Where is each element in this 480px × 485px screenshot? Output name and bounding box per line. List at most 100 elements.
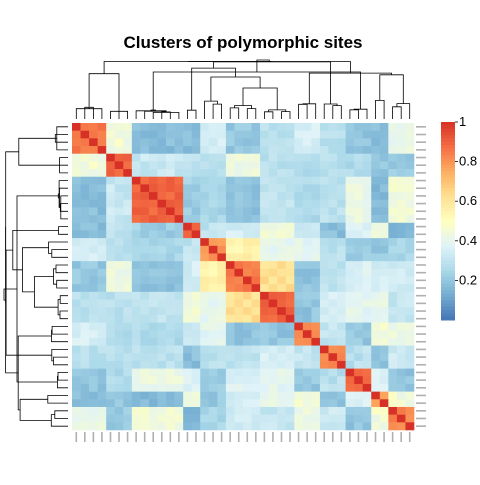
heatmap-cell	[337, 177, 346, 185]
heatmap-cell	[252, 146, 261, 154]
heatmap-cell	[320, 399, 329, 407]
heatmap-cell	[192, 284, 201, 292]
dendrogram-branch	[59, 227, 69, 235]
heatmap-cell	[192, 192, 201, 200]
heatmap-cell	[209, 284, 218, 292]
heatmap-cell	[329, 369, 338, 377]
heatmap-cell	[115, 392, 124, 400]
heatmap-cell	[277, 315, 286, 323]
heatmap-cell	[149, 407, 158, 415]
heatmap-cell	[72, 238, 81, 246]
heatmap-cell	[260, 246, 269, 254]
heatmap-cell	[346, 253, 355, 261]
heatmap-cell	[234, 384, 243, 392]
heatmap-cell	[354, 361, 363, 369]
heatmap-cell	[123, 123, 132, 131]
heatmap-cell	[405, 315, 414, 323]
heatmap-cell	[183, 154, 192, 162]
heatmap-cell	[286, 261, 295, 269]
heatmap-cell	[363, 330, 372, 338]
heatmap-cell	[294, 422, 303, 430]
heatmap-cell	[192, 269, 201, 277]
heatmap-cell	[115, 292, 124, 300]
heatmap-cell	[140, 369, 149, 377]
heatmap-cell	[252, 238, 261, 246]
heatmap-cell	[269, 415, 278, 423]
heatmap-cell	[243, 369, 252, 377]
heatmap-cell	[363, 392, 372, 400]
heatmap-cell	[81, 131, 90, 139]
heatmap-cell	[286, 330, 295, 338]
heatmap-cell	[260, 230, 269, 238]
heatmap-cell	[320, 307, 329, 315]
heatmap-cell	[200, 138, 209, 146]
heatmap-cell	[380, 131, 389, 139]
heatmap-cell	[252, 131, 261, 139]
heatmap-cell	[123, 315, 132, 323]
heatmap-cell	[166, 277, 175, 285]
heatmap-cell	[166, 177, 175, 185]
heatmap-cell	[98, 361, 107, 369]
heatmap-cell	[286, 169, 295, 177]
dendrogram-branch	[89, 74, 119, 110]
heatmap-cell	[354, 369, 363, 377]
heatmap-cell	[72, 131, 81, 139]
dendrogram-branch	[76, 109, 102, 119]
heatmap-cell	[234, 269, 243, 277]
heatmap-cell	[140, 307, 149, 315]
heatmap-cell	[286, 315, 295, 323]
heatmap-cell	[243, 284, 252, 292]
heatmap-cell	[217, 253, 226, 261]
heatmap-cell	[388, 169, 397, 177]
heatmap-cell	[346, 384, 355, 392]
heatmap-cell	[89, 146, 98, 154]
heatmap-cell	[354, 307, 363, 315]
heatmap-cell	[183, 315, 192, 323]
heatmap-cell	[89, 131, 98, 139]
heatmap-cell	[175, 261, 184, 269]
heatmap-cell	[320, 338, 329, 346]
heatmap-cell	[123, 384, 132, 392]
heatmap-cell	[269, 184, 278, 192]
dendrogram-branch	[58, 372, 68, 380]
heatmap-cell	[158, 384, 167, 392]
heatmap-cell	[81, 292, 90, 300]
heatmap-cell	[98, 422, 107, 430]
heatmap-cell	[149, 384, 158, 392]
legend-gradient-step	[441, 254, 455, 258]
heatmap-cell	[200, 376, 209, 384]
heatmap-cell	[294, 376, 303, 384]
heatmap-cell	[397, 422, 406, 430]
heatmap-cell	[200, 123, 209, 131]
heatmap-cell	[388, 415, 397, 423]
heatmap-cell	[166, 307, 175, 315]
heatmap-cell	[346, 192, 355, 200]
heatmap-cell	[346, 415, 355, 423]
heatmap-cell	[346, 353, 355, 361]
heatmap-cell	[209, 315, 218, 323]
heatmap-cell	[380, 307, 389, 315]
heatmap-cell	[166, 146, 175, 154]
heatmap-cell	[405, 154, 414, 162]
heatmap-cell	[388, 376, 397, 384]
heatmap-cell	[252, 207, 261, 215]
heatmap-cell	[252, 307, 261, 315]
heatmap-cell	[243, 346, 252, 354]
heatmap-cell	[175, 215, 184, 223]
heatmap-cell	[243, 123, 252, 131]
heatmap-cell	[269, 192, 278, 200]
heatmap-cell	[106, 123, 115, 131]
heatmap-cell	[405, 146, 414, 154]
heatmap-cell	[380, 138, 389, 146]
heatmap-cell	[140, 146, 149, 154]
heatmap-cell	[371, 123, 380, 131]
heatmap-cell	[98, 415, 107, 423]
heatmap-cell	[98, 207, 107, 215]
heatmap-cell	[140, 330, 149, 338]
heatmap-cell	[115, 253, 124, 261]
heatmap-cell	[363, 223, 372, 231]
heatmap-cell	[166, 238, 175, 246]
heatmap-cell	[277, 253, 286, 261]
heatmap-cell	[123, 376, 132, 384]
heatmap-cell	[98, 300, 107, 308]
